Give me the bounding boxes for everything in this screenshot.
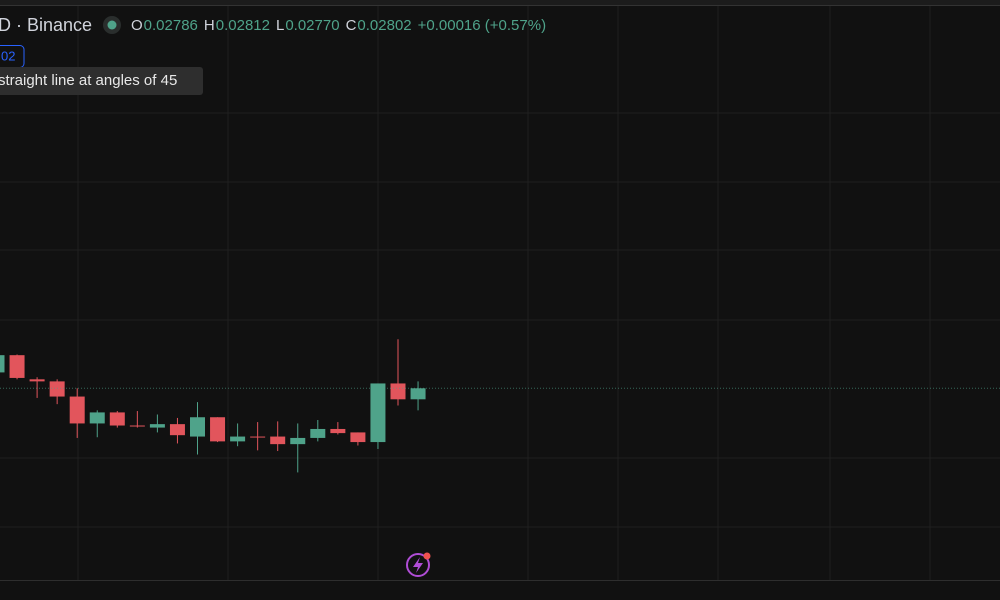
candle-body [250, 436, 266, 438]
symbol: D · Binance [0, 15, 92, 35]
candle-body [230, 436, 246, 442]
top-bar [0, 0, 1000, 5]
ohlc-text: O0.02786 H0.02812 L0.02770 C0.02802 +0.00016… [131, 17, 546, 34]
candles [0, 339, 1000, 473]
candle-body [129, 425, 145, 427]
tooltip-text: straight line at angles of 45 [0, 72, 177, 89]
candle-body [0, 355, 5, 373]
candle-body [49, 381, 65, 397]
ohlc-value: 0.02812 [216, 17, 270, 34]
ohlc-label: L [276, 17, 284, 34]
notification-dot [423, 552, 431, 560]
ohlc-label: H [204, 17, 215, 34]
candle-body [350, 432, 366, 443]
candle-body [169, 424, 185, 436]
candle-body [290, 437, 306, 445]
lightning-button[interactable] [406, 552, 431, 577]
candle-body [89, 412, 105, 424]
candle-body [410, 388, 426, 400]
candle-body [149, 424, 165, 428]
lightning-ring[interactable] [406, 553, 430, 577]
candle-body [9, 355, 25, 378]
candle-body [370, 383, 386, 443]
tooltip [0, 67, 203, 95]
ohlc-value: 0.02802 [357, 17, 411, 34]
candle-body [310, 428, 326, 438]
candle-body [69, 396, 85, 424]
candle-body [109, 412, 125, 426]
candle-body [390, 383, 406, 400]
change: +0.00016 (+0.57%) [418, 17, 546, 34]
ohlc-label: C [346, 17, 357, 34]
grid [0, 6, 1000, 580]
candle-body [330, 428, 346, 434]
lightning-icon[interactable] [413, 557, 423, 573]
ohlc-value: 0.02786 [144, 17, 198, 34]
ohlc-value: 0.02770 [285, 17, 339, 34]
candle-body [29, 379, 45, 382]
candle-body [190, 417, 205, 437]
ohlc-legend: O0.02786 H0.02812 L0.02770 C0.02802 +0.00016… [131, 17, 546, 34]
ohlc-label: O [131, 17, 143, 34]
status-dot [107, 20, 117, 30]
candle-body [270, 436, 286, 445]
candle-body [210, 417, 226, 442]
badge-text: 02 [1, 48, 15, 63]
